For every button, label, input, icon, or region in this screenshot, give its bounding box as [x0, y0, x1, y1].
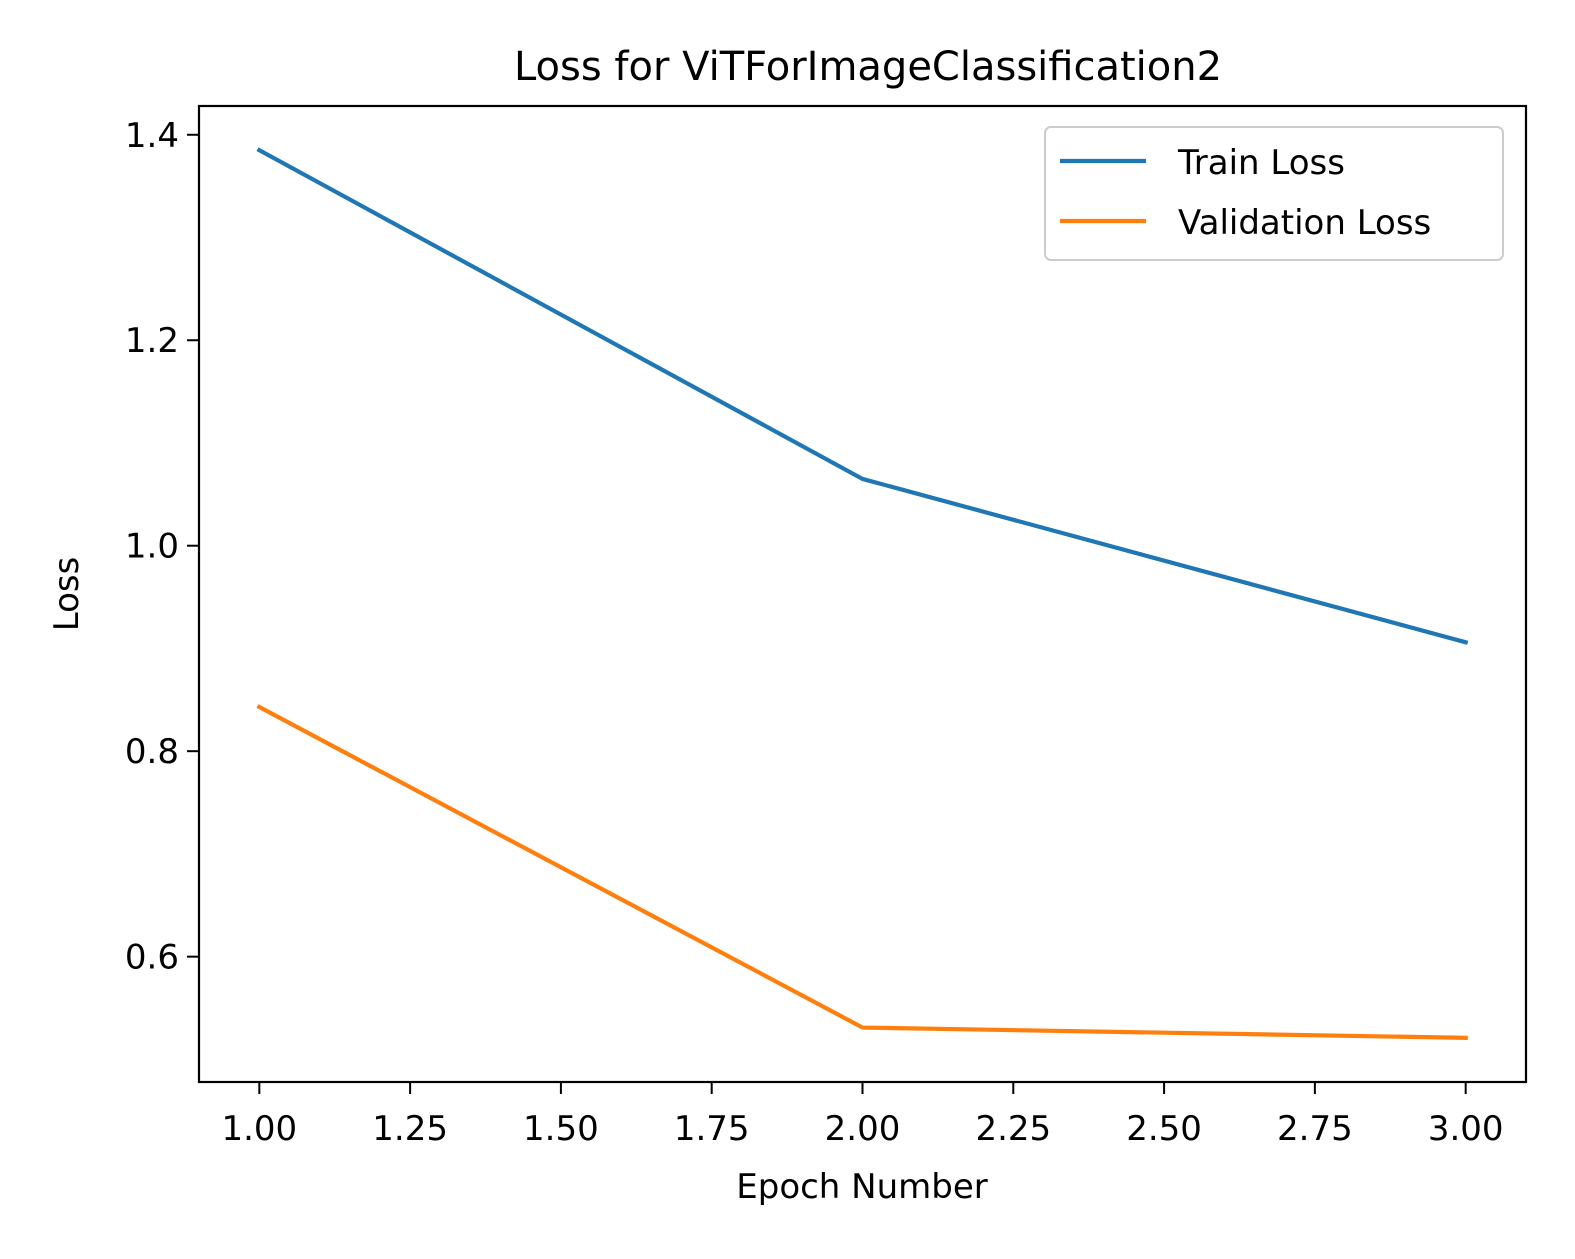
x-tick-label: 1.00 — [221, 1109, 297, 1149]
series-lines — [256, 147, 1469, 1040]
x-tick-label: 1.50 — [523, 1109, 599, 1149]
x-tick-label: 2.00 — [825, 1109, 901, 1149]
y-tick-label: 1.4 — [125, 116, 179, 156]
legend-label-1: Validation Loss — [1178, 203, 1431, 243]
series-line-1 — [256, 704, 1468, 1040]
x-axis: 1.00 1.25 1.50 1.75 2.00 2.25 2.50 2.75 3.00 — [221, 1082, 1504, 1149]
y-tick-label: 0.8 — [125, 732, 179, 772]
x-tick-label: 1.75 — [674, 1109, 750, 1149]
x-tick-label: 3.00 — [1428, 1109, 1504, 1149]
y-tick-label: 1.0 — [125, 527, 179, 567]
x-tick-label: 2.75 — [1277, 1109, 1353, 1149]
y-tick-label: 0.6 — [125, 938, 179, 978]
chart-title: Loss for ViTForImageClassification2 — [514, 44, 1222, 90]
y-axis: 0.6 0.8 1.0 1.2 1.4 — [125, 116, 199, 978]
x-tick-label: 1.25 — [372, 1109, 448, 1149]
legend-box — [1044, 126, 1504, 261]
x-axis-label: Epoch Number — [736, 1167, 988, 1207]
y-tick-label: 1.2 — [125, 321, 179, 361]
legend-label-0: Train Loss — [1177, 143, 1345, 183]
x-tick-label: 2.25 — [975, 1109, 1051, 1149]
x-tick-label: 2.50 — [1126, 1109, 1202, 1149]
y-axis-label: Loss — [47, 557, 87, 632]
legend: Train Loss Validation Loss — [1044, 126, 1504, 261]
